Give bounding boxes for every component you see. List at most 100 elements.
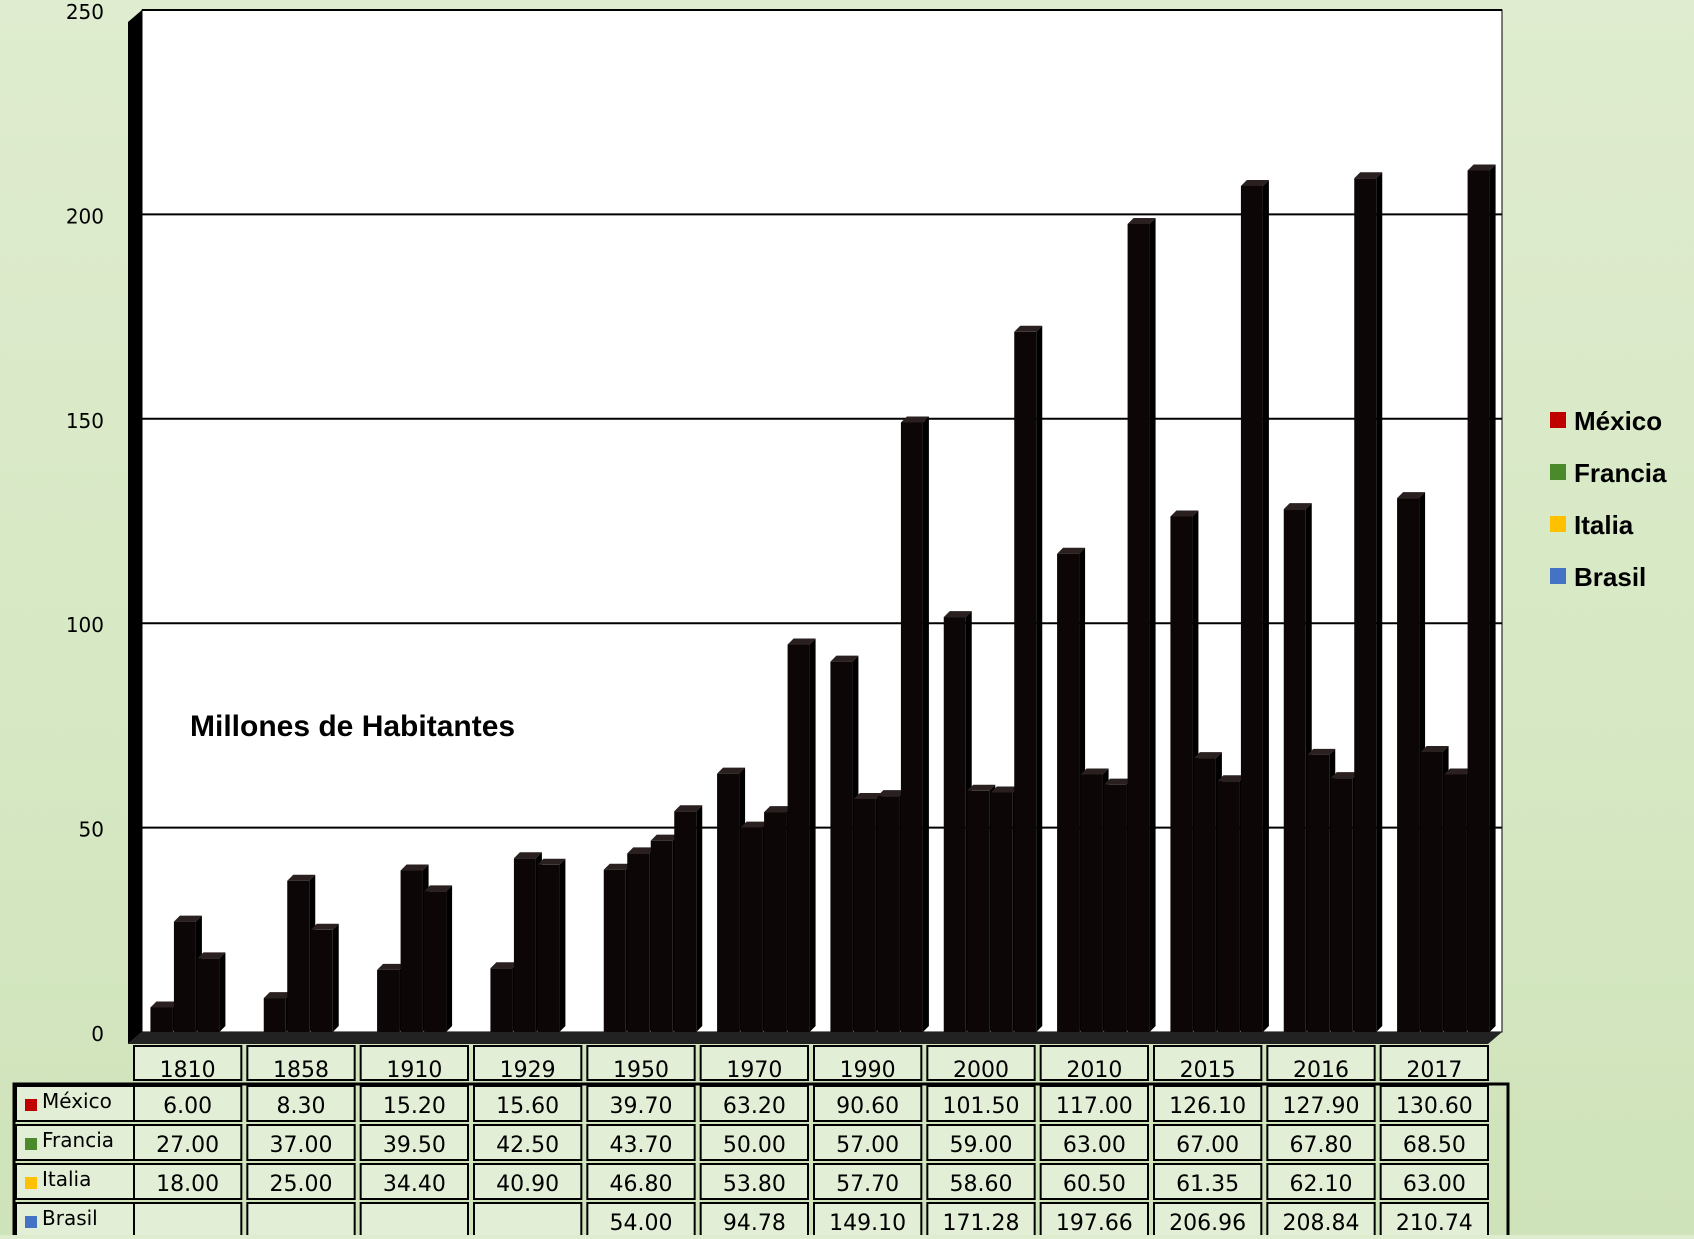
data-label: 67.00: [1176, 1133, 1239, 1158]
data-label: 15.60: [496, 1094, 559, 1119]
table-header-cell: [246, 1045, 356, 1081]
table-header-cell: [586, 1045, 696, 1081]
x-tick-label: 1810: [160, 1058, 216, 1083]
data-label: 40.90: [496, 1172, 559, 1197]
chart-left-wall: [128, 10, 142, 1044]
table-cell: [586, 1124, 696, 1161]
bar-Brasil-2010: [1127, 217, 1156, 1032]
data-label: 37.00: [270, 1133, 333, 1158]
bar-Brasil-2017: [1467, 164, 1496, 1032]
table-cell: [699, 1202, 810, 1239]
table-cell: [246, 1085, 356, 1122]
table-swatch-Francia: [25, 1138, 37, 1150]
table-cell: [246, 1163, 356, 1200]
data-label: 57.70: [836, 1172, 899, 1197]
table-cell: [813, 1202, 923, 1239]
data-label: 94.78: [723, 1211, 786, 1235]
table-cell: [133, 1124, 243, 1161]
data-label: 62.10: [1290, 1172, 1353, 1197]
x-tick-label: 1910: [386, 1058, 442, 1083]
data-label: 90.60: [836, 1094, 899, 1119]
table-cell: [133, 1202, 243, 1239]
bar-Italia-1910: [424, 885, 453, 1032]
legend: México Francia Italia Brasil: [1550, 406, 1667, 592]
table-swatch-Brasil: [25, 1216, 37, 1228]
data-label: 46.80: [610, 1172, 673, 1197]
y-tick-label: 0: [91, 1022, 104, 1046]
bar-Brasil-1970: [787, 638, 816, 1032]
table-cell: [359, 1163, 469, 1200]
table-swatch-Italia: [25, 1177, 37, 1189]
table-row-label: México: [42, 1089, 112, 1113]
data-label: 67.80: [1290, 1133, 1353, 1158]
table-cell: [246, 1124, 356, 1161]
table-header-cell: [926, 1045, 1036, 1081]
data-label: 149.10: [829, 1211, 906, 1235]
data-label: 63.00: [1403, 1172, 1466, 1197]
data-label: 63.00: [1063, 1133, 1126, 1158]
table-cell: [473, 1163, 583, 1200]
data-label: 57.00: [836, 1133, 899, 1158]
y-tick-label: 200: [66, 204, 104, 228]
data-label: 53.80: [723, 1172, 786, 1197]
table-header-cell: [1153, 1045, 1263, 1081]
legend-label-Brasil: Brasil: [1574, 562, 1646, 592]
x-tick-label: 2016: [1293, 1058, 1349, 1083]
table-cell: [1039, 1124, 1149, 1161]
table-cell: [1379, 1202, 1489, 1239]
data-table: 1810 1858 1910 1929 1950 1970 1990 2000 2010 2015…: [12, 1045, 1510, 1239]
table-cell: [359, 1124, 469, 1161]
table-cell: [586, 1085, 696, 1122]
data-label: 63.20: [723, 1094, 786, 1119]
data-label: 15.20: [383, 1094, 446, 1119]
x-tick-label: 2015: [1180, 1058, 1236, 1083]
legend-swatch-Brasil: [1550, 568, 1566, 584]
gridlines: 0 50 100 150 200 250: [66, 0, 1502, 1046]
table-header-cell: [1379, 1045, 1489, 1081]
table-cell: [1266, 1163, 1376, 1200]
table-row-label: Brasil: [42, 1206, 98, 1230]
table-row-label: Francia: [42, 1128, 114, 1152]
x-tick-label: 2000: [953, 1058, 1009, 1083]
bars: [150, 164, 1496, 1033]
bar-Brasil-2000: [1014, 325, 1043, 1032]
data-label: 39.70: [610, 1094, 673, 1119]
data-label: 6.00: [163, 1094, 212, 1119]
chart-annotation: Millones de Habitantes: [190, 710, 515, 743]
legend-label-Italia: Italia: [1574, 510, 1634, 540]
table-cell: [1266, 1085, 1376, 1122]
table-header-cell: [813, 1045, 923, 1081]
y-tick-label: 50: [79, 818, 104, 842]
y-tick-label: 100: [66, 613, 104, 637]
x-tick-label: 2017: [1406, 1058, 1462, 1083]
legend-swatch-Italia: [1550, 516, 1566, 532]
bar-Italia-1810: [197, 952, 226, 1032]
table-swatch-México: [25, 1099, 37, 1111]
bar-Italia-1929: [537, 858, 566, 1032]
table-header-cell: [133, 1045, 243, 1081]
chart-floor: [128, 1032, 1502, 1044]
table-cell: [813, 1085, 923, 1122]
bar-Brasil-1950: [674, 805, 703, 1032]
y-tick-label: 150: [66, 409, 104, 433]
table-cell: [1153, 1163, 1263, 1200]
table-cell: [926, 1202, 1036, 1239]
table-cell: [1039, 1163, 1149, 1200]
data-label: 18.00: [156, 1172, 219, 1197]
data-label: 68.50: [1403, 1133, 1466, 1158]
data-label: 117.00: [1056, 1094, 1133, 1119]
bar-Italia-1858: [310, 923, 339, 1032]
data-label: 210.74: [1396, 1211, 1473, 1235]
data-label: 8.30: [277, 1094, 326, 1119]
table-cell: [1153, 1202, 1263, 1239]
table-cell: [359, 1202, 469, 1239]
legend-swatch-México: [1550, 412, 1566, 428]
table-cell: [813, 1124, 923, 1161]
table-cell: [813, 1163, 923, 1200]
table-cell: [1153, 1085, 1263, 1122]
table-row-label: Italia: [42, 1167, 91, 1191]
bar-Brasil-2015: [1240, 179, 1269, 1033]
table-header-cell: [473, 1045, 583, 1081]
